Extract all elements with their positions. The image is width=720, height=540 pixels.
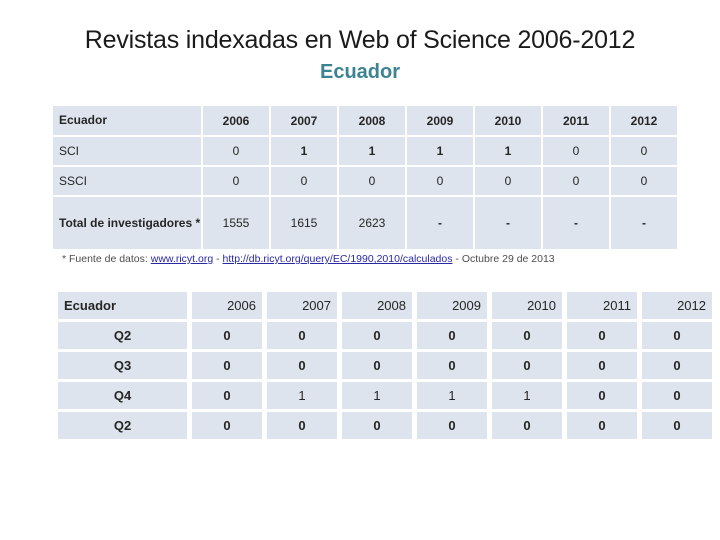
value-cell: 0 xyxy=(567,322,637,349)
value-cell: 1 xyxy=(417,382,487,409)
footnote-prefix: * Fuente de datos: xyxy=(62,253,151,265)
value-cell: 0 xyxy=(339,167,405,195)
value-cell: 0 xyxy=(567,352,637,379)
value-cell: 0 xyxy=(267,352,337,379)
value-cell: 0 xyxy=(192,322,262,349)
value-cell: - xyxy=(407,197,473,249)
row-label-cell: Q2 xyxy=(58,412,187,439)
value-cell: 1 xyxy=(475,137,541,165)
value-cell: 1615 xyxy=(271,197,337,249)
value-cell: 1 xyxy=(339,137,405,165)
value-cell: 0 xyxy=(267,322,337,349)
value-cell: 0 xyxy=(342,322,412,349)
value-cell: 0 xyxy=(203,167,269,195)
year-header-cell: 2008 xyxy=(342,292,412,319)
value-cell: - xyxy=(543,197,609,249)
value-cell: 0 xyxy=(642,382,712,409)
footnote: * Fuente de datos: www.ricyt.org - http:… xyxy=(62,253,555,265)
value-cell: 0 xyxy=(611,167,677,195)
row-label-cell: Q4 xyxy=(58,382,187,409)
ricyt-link[interactable]: www.ricyt.org xyxy=(150,253,214,265)
value-cell: 0 xyxy=(642,322,712,349)
value-cell: 0 xyxy=(417,322,487,349)
year-header-cell: 2010 xyxy=(475,106,541,135)
value-cell: 0 xyxy=(192,412,262,439)
table-row: Total de investigadores * 1555 1615 2623- - -… xyxy=(53,197,677,249)
value-cell: - xyxy=(611,197,677,249)
value-cell: 0 xyxy=(271,167,337,195)
slide-title: Revistas indexadas en Web of Science 200… xyxy=(84,26,636,54)
ricyt-query-link[interactable]: http://db.ricyt.org/query/EC/1990,2010/c… xyxy=(222,253,453,265)
table-row: SSCI 0 0 0 0 0 0 0 xyxy=(53,167,677,195)
row-label-cell: SCI xyxy=(53,137,201,165)
table-row: Q2 0 0 0 0 0 0 0 xyxy=(58,322,712,349)
table-row: SCI 0 1 1 1 1 0 0 xyxy=(53,137,677,165)
value-cell: 0 xyxy=(492,412,562,439)
value-cell: 1 xyxy=(342,382,412,409)
value-cell: 0 xyxy=(492,322,562,349)
year-header-cell: 2006 xyxy=(203,106,269,135)
value-cell: 2623 xyxy=(339,197,405,249)
value-cell: 1555 xyxy=(203,197,269,249)
footnote-suffix: - Octubre 29 de 2013 xyxy=(452,253,555,265)
value-cell: 0 xyxy=(475,167,541,195)
table-row: Q3 0 0 0 0 0 0 0 xyxy=(58,352,712,379)
value-cell: 0 xyxy=(203,137,269,165)
row-label-cell: Q2 xyxy=(58,322,187,349)
value-cell: 0 xyxy=(611,137,677,165)
table-header-row: Ecuador 2006 2007 2008 2009 2010 2011 2012 xyxy=(53,106,677,135)
slide-subtitle: Ecuador xyxy=(319,61,401,83)
quartile-table: Ecuador 2006 2007 2008 2009 2010 2011 2012 Q2 0 0 0… xyxy=(53,289,717,442)
value-cell: 0 xyxy=(192,352,262,379)
value-cell: 0 xyxy=(342,352,412,379)
value-cell: 1 xyxy=(407,137,473,165)
year-header-cell: 2011 xyxy=(567,292,637,319)
row-label-cell: Total de investigadores * xyxy=(53,197,201,249)
value-cell: 0 xyxy=(417,352,487,379)
table-title-cell: Ecuador xyxy=(53,106,201,135)
year-header-cell: 2012 xyxy=(611,106,677,135)
value-cell: 0 xyxy=(543,167,609,195)
wos-index-table: Ecuador 2006 2007 2008 2009 2010 2011 2012 SCI 0 1… xyxy=(51,104,679,251)
year-header-cell: 2007 xyxy=(267,292,337,319)
year-header-cell: 2010 xyxy=(492,292,562,319)
value-cell: 1 xyxy=(267,382,337,409)
value-cell: 0 xyxy=(192,382,262,409)
value-cell: 0 xyxy=(567,412,637,439)
value-cell: 1 xyxy=(492,382,562,409)
value-cell: - xyxy=(475,197,541,249)
year-header-cell: 2011 xyxy=(543,106,609,135)
value-cell: 1 xyxy=(271,137,337,165)
value-cell: 0 xyxy=(567,382,637,409)
year-header-cell: 2006 xyxy=(192,292,262,319)
year-header-cell: 2008 xyxy=(339,106,405,135)
year-header-cell: 2009 xyxy=(407,106,473,135)
value-cell: 0 xyxy=(543,137,609,165)
year-header-cell: 2009 xyxy=(417,292,487,319)
value-cell: 0 xyxy=(342,412,412,439)
year-header-cell: 2007 xyxy=(271,106,337,135)
value-cell: 0 xyxy=(492,352,562,379)
value-cell: 0 xyxy=(267,412,337,439)
value-cell: 0 xyxy=(407,167,473,195)
row-label-cell: SSCI xyxy=(53,167,201,195)
table-header-row: Ecuador 2006 2007 2008 2009 2010 2011 2012 xyxy=(58,292,712,319)
footnote-separator: - xyxy=(213,253,223,265)
table-row: Q4 0 1 1 1 1 0 0 xyxy=(58,382,712,409)
table-title-cell: Ecuador xyxy=(58,292,187,319)
value-cell: 0 xyxy=(417,412,487,439)
table-row: Q2 0 0 0 0 0 0 0 xyxy=(58,412,712,439)
value-cell: 0 xyxy=(642,412,712,439)
value-cell: 0 xyxy=(642,352,712,379)
row-label-cell: Q3 xyxy=(58,352,187,379)
year-header-cell: 2012 xyxy=(642,292,712,319)
